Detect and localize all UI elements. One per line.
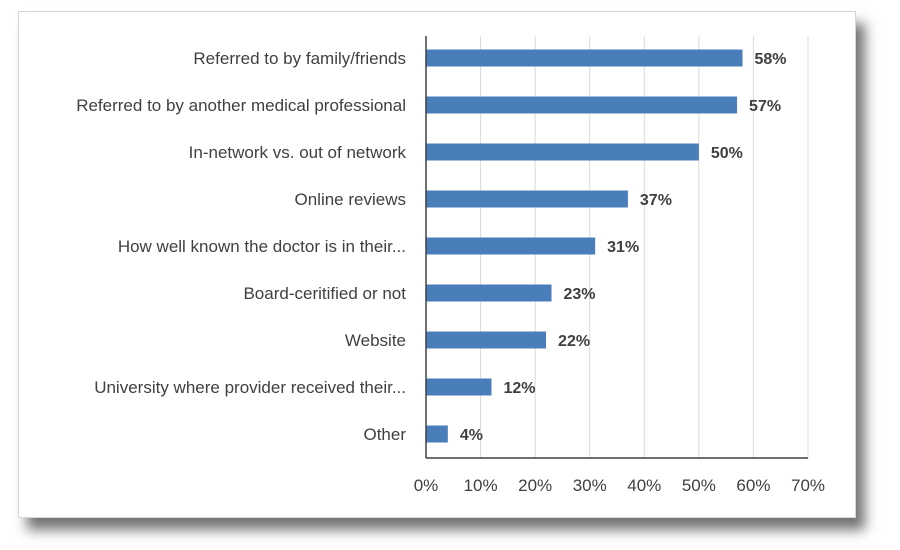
axes: [425, 36, 808, 459]
bar: [426, 143, 699, 161]
x-tick-label: 50%: [682, 476, 716, 495]
category-label: Board-ceritified or not: [243, 284, 406, 303]
data-label: 22%: [558, 333, 590, 350]
bar: [426, 378, 492, 396]
bars: [426, 49, 743, 443]
bar: [426, 96, 738, 114]
bar: [426, 425, 448, 443]
bar: [426, 190, 628, 208]
data-label: 57%: [749, 98, 781, 115]
category-label: Other: [363, 425, 406, 444]
data-label: 58%: [755, 51, 787, 68]
x-tick-label: 20%: [518, 476, 552, 495]
x-tick-label: 70%: [791, 476, 825, 495]
data-label: 4%: [460, 427, 483, 444]
bar: [426, 331, 547, 349]
data-label: 50%: [711, 145, 743, 162]
labels: 0% 10% 20% 30% 40% 50% 60% 70% Referred to by fa…: [76, 49, 825, 495]
data-label: 12%: [503, 380, 535, 397]
category-label: Online reviews: [295, 190, 407, 209]
category-label: Website: [345, 331, 406, 350]
data-label: 23%: [564, 286, 596, 303]
data-label: 37%: [640, 192, 672, 209]
category-label: Referred to by another medical professio…: [76, 96, 406, 115]
data-label: 31%: [607, 239, 639, 256]
bar: [426, 49, 743, 67]
x-tick-label: 30%: [573, 476, 607, 495]
x-tick-label: 0%: [414, 476, 439, 495]
bar: [426, 237, 596, 255]
category-label: University where provider received their…: [94, 378, 406, 397]
bar: [426, 284, 552, 302]
x-tick-label: 60%: [736, 476, 770, 495]
x-tick-label: 40%: [627, 476, 661, 495]
category-label: In-network vs. out of network: [189, 143, 407, 162]
category-label: Referred to by family/friends: [193, 49, 406, 68]
x-tick-label: 10%: [464, 476, 498, 495]
category-label: How well known the doctor is in their...: [118, 237, 406, 256]
